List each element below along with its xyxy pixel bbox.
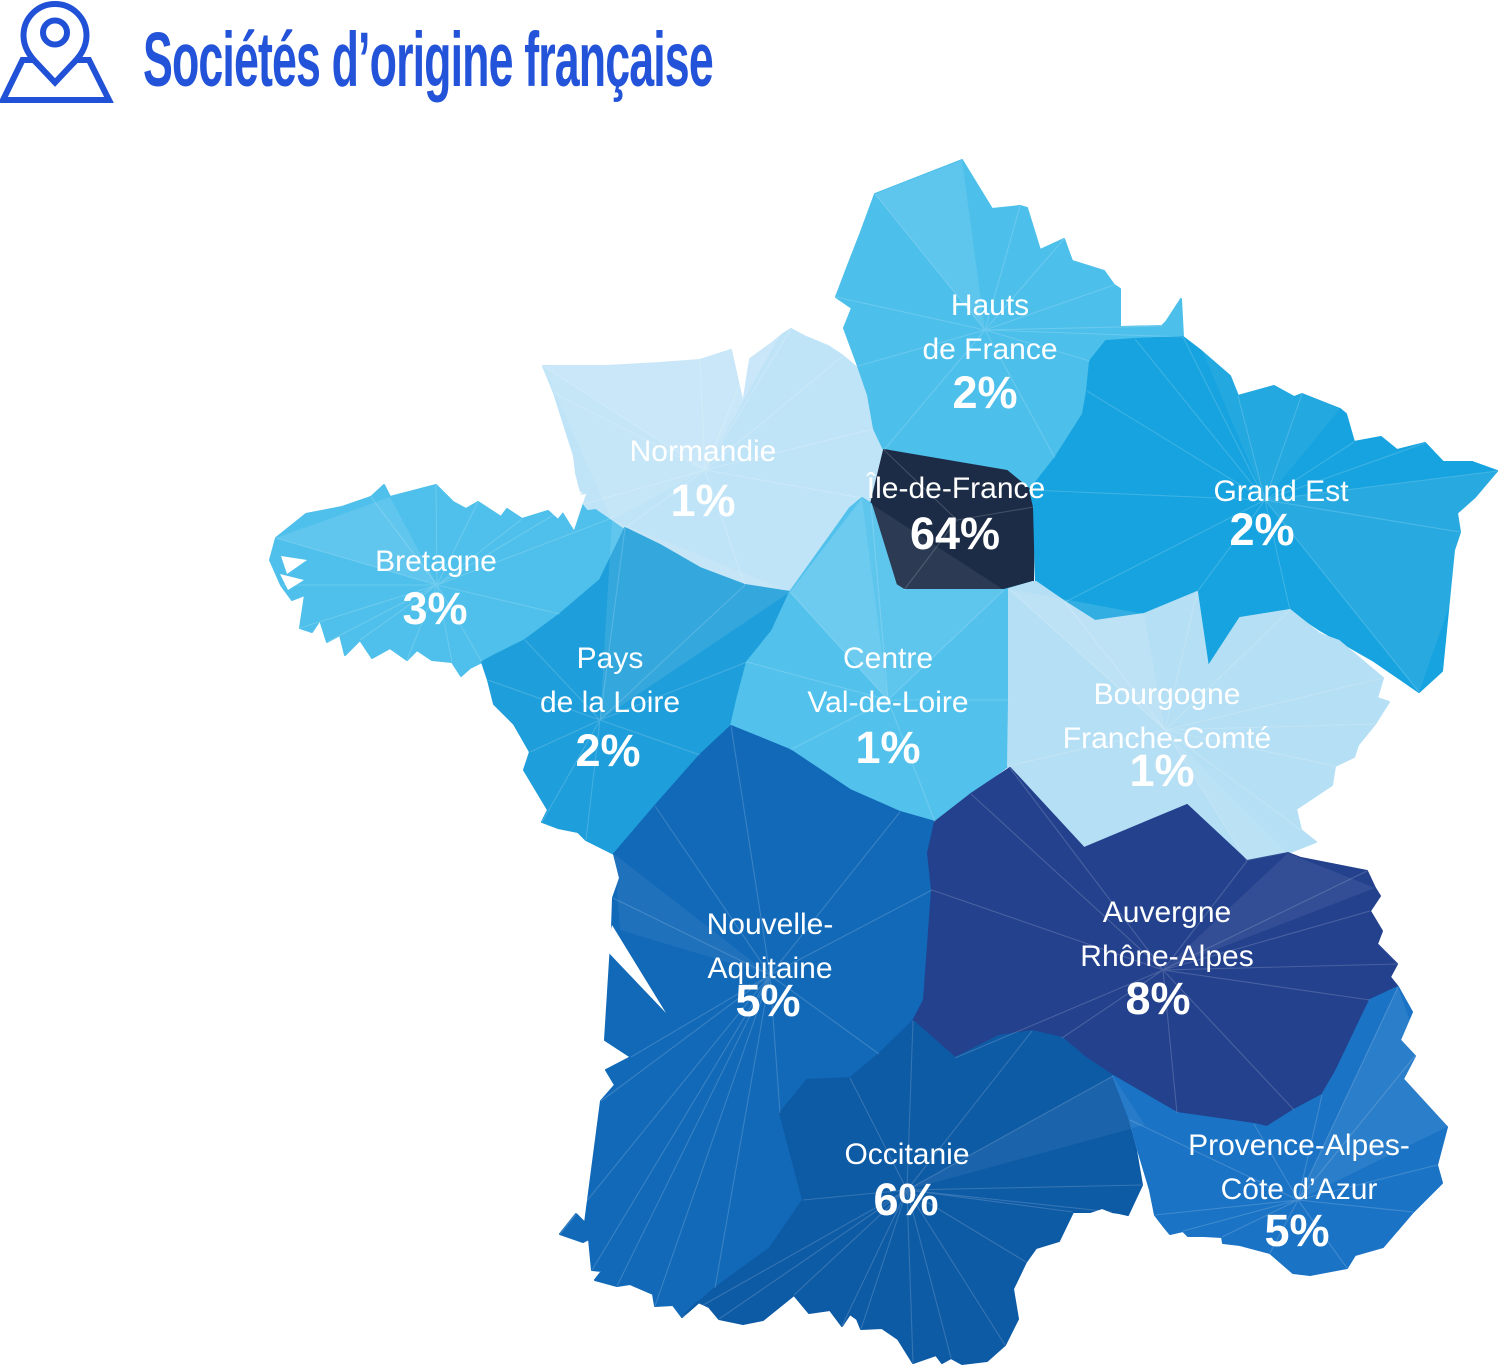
svg-text:1%: 1%: [670, 475, 735, 526]
svg-text:64%: 64%: [910, 508, 1000, 559]
svg-text:2%: 2%: [1229, 504, 1294, 555]
svg-text:Occitanie: Occitanie: [844, 1138, 969, 1171]
svg-text:Bourgogne: Bourgogne: [1094, 678, 1241, 711]
svg-text:Auvergne: Auvergne: [1103, 896, 1231, 929]
svg-text:Côte d’Azur: Côte d’Azur: [1221, 1173, 1378, 1206]
svg-text:Provence-Alpes-: Provence-Alpes-: [1188, 1129, 1410, 1162]
svg-text:de la Loire: de la Loire: [540, 686, 680, 719]
svg-text:Bretagne: Bretagne: [375, 545, 497, 578]
svg-text:Centre: Centre: [843, 642, 933, 675]
svg-text:Île-de-France: Île-de-France: [866, 472, 1045, 505]
svg-text:Hauts: Hauts: [951, 289, 1029, 322]
svg-text:Rhône-Alpes: Rhône-Alpes: [1080, 940, 1253, 973]
svg-text:6%: 6%: [873, 1174, 938, 1225]
svg-text:Val-de-Loire: Val-de-Loire: [807, 686, 968, 719]
svg-text:Pays: Pays: [577, 642, 644, 675]
svg-text:2%: 2%: [575, 725, 640, 776]
svg-text:Aquitaine: Aquitaine: [707, 952, 832, 985]
svg-text:1%: 1%: [855, 722, 920, 773]
svg-text:5%: 5%: [735, 975, 800, 1026]
svg-text:Normandie: Normandie: [630, 435, 777, 468]
svg-text:Grand Est: Grand Est: [1213, 475, 1349, 508]
svg-text:5%: 5%: [1264, 1205, 1329, 1256]
svg-text:1%: 1%: [1129, 745, 1194, 796]
svg-text:8%: 8%: [1125, 973, 1190, 1024]
svg-text:2%: 2%: [952, 367, 1017, 418]
svg-text:Franche-Comté: Franche-Comté: [1063, 722, 1271, 755]
svg-text:3%: 3%: [402, 583, 467, 634]
svg-text:Nouvelle-: Nouvelle-: [707, 908, 834, 941]
svg-text:de France: de France: [922, 333, 1057, 366]
